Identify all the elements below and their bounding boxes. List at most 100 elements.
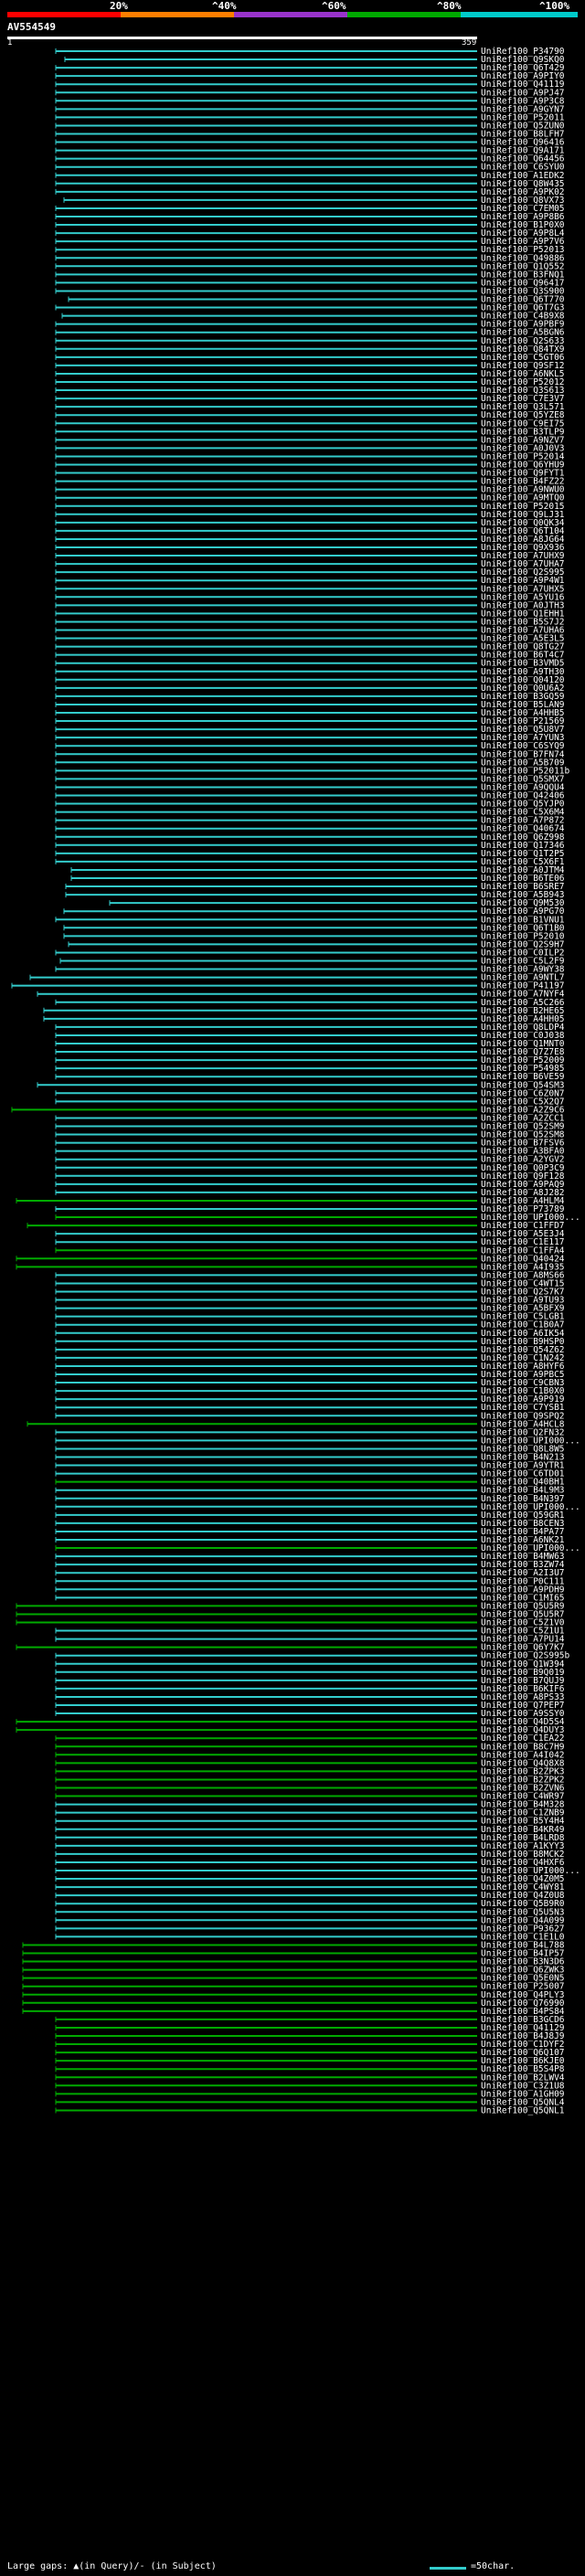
hit-label[interactable]: UniRef100_B7FN74	[481, 749, 565, 759]
hit-row[interactable]: UniRef100_C6TD01	[55, 1469, 565, 1479]
hit-row[interactable]: UniRef100_A7UHX9	[55, 551, 565, 561]
hit-row[interactable]: UniRef100_B8MCK2	[55, 1850, 565, 1860]
hit-row[interactable]: UniRef100_B6VE59	[55, 1072, 565, 1082]
hit-label[interactable]: UniRef100_A0JTH3	[481, 600, 565, 610]
hit-label[interactable]: UniRef100_B6SRE7	[481, 882, 565, 892]
hit-label[interactable]: UniRef100_A7YUN3	[481, 733, 565, 743]
hit-label[interactable]: UniRef100_A9P919	[481, 1394, 565, 1405]
hit-label[interactable]: UniRef100_Q76990	[481, 1998, 565, 2009]
hit-row[interactable]: UniRef100_Q3S900	[55, 286, 565, 296]
hit-row[interactable]: UniRef100_Q41119	[55, 80, 565, 90]
hit-label[interactable]: UniRef100_C1B0X0	[481, 1386, 565, 1396]
hit-row[interactable]: UniRef100_Q9SKQ0	[64, 55, 565, 65]
hit-row[interactable]: UniRef100_C5LGB1	[55, 1312, 565, 1322]
hit-label[interactable]: UniRef100_P73789	[481, 1204, 565, 1214]
hit-row[interactable]: UniRef100_Q2S7K7	[55, 1288, 565, 1298]
hit-row[interactable]: UniRef100_Q40BH1	[55, 1478, 565, 1488]
hit-label[interactable]: UniRef100_Q59GR1	[481, 1511, 565, 1521]
hit-label[interactable]: UniRef100_A9QQU4	[481, 782, 565, 792]
hit-label[interactable]: UniRef100_Q0QK34	[481, 518, 565, 528]
hit-row[interactable]: UniRef100_C4B9X8	[61, 312, 565, 322]
hit-label[interactable]: UniRef100_C7YSB1	[481, 1403, 565, 1413]
hit-row[interactable]: UniRef100_P52014	[55, 451, 565, 461]
hit-row[interactable]: UniRef100_Q8TG27	[55, 642, 565, 652]
hit-label[interactable]: UniRef100_B2LWV4	[481, 2072, 565, 2083]
hit-label[interactable]: UniRef100_Q2S9H7	[481, 939, 565, 949]
hit-row[interactable]: UniRef100_B3GQ59	[55, 692, 565, 702]
hit-row[interactable]: UniRef100_P52015	[55, 502, 565, 512]
hit-label[interactable]: UniRef100_Q40424	[481, 1254, 565, 1264]
hit-row[interactable]: UniRef100_B4KR49	[55, 1825, 565, 1835]
hit-row[interactable]: UniRef100_C5X2Q7	[55, 1097, 565, 1107]
hit-label[interactable]: UniRef100_Q40674	[481, 824, 565, 834]
hit-label[interactable]: UniRef100_B7QUJ9	[481, 1676, 565, 1686]
hit-row[interactable]: UniRef100_Q6ZWK3	[22, 1966, 565, 1976]
hit-row[interactable]: UniRef100_A9YTR1	[55, 1461, 565, 1471]
hit-label[interactable]: UniRef100_Q0P3C9	[481, 1163, 565, 1173]
hit-label[interactable]: UniRef100_B4LRD8	[481, 1833, 565, 1843]
hit-label[interactable]: UniRef100_B4PA77	[481, 1527, 565, 1537]
hit-label[interactable]: UniRef100_B2ZVN6	[481, 1784, 565, 1794]
hit-row[interactable]: UniRef100_Q2S995b	[55, 1651, 570, 1661]
hit-row[interactable]: UniRef100_C1FFA4	[55, 1246, 565, 1256]
hit-row[interactable]: UniRef100_Q0QK34	[55, 518, 565, 528]
hit-row[interactable]: UniRef100_Q5QNL4	[55, 2097, 565, 2107]
hit-row[interactable]: UniRef100_B9Q019	[55, 1668, 565, 1678]
hit-label[interactable]: UniRef100_C1N242	[481, 1353, 565, 1363]
hit-label[interactable]: UniRef100_A9TH30	[481, 667, 565, 677]
hit-label[interactable]: UniRef100_Q2S995b	[481, 1651, 570, 1661]
hit-row[interactable]: UniRef100_Q5SMX7	[55, 774, 565, 784]
hit-label[interactable]: UniRef100_Q52SM8	[481, 1130, 565, 1140]
hit-row[interactable]: UniRef100_B3TLP9	[55, 427, 565, 437]
hit-label[interactable]: UniRef100_B8C7H9	[481, 1742, 565, 1752]
hit-label[interactable]: UniRef100_A4HLM4	[481, 1196, 565, 1206]
hit-label[interactable]: UniRef100_UPI000...	[481, 1213, 580, 1223]
hit-row[interactable]: UniRef100_C1B0X0	[55, 1386, 565, 1396]
hit-label[interactable]: UniRef100_A2I3U7	[481, 1568, 565, 1578]
hit-label[interactable]: UniRef100_Q5YJP0	[481, 800, 565, 810]
hit-row[interactable]: UniRef100_C5GT06	[55, 353, 565, 363]
hit-label[interactable]: UniRef100_A9TU93	[481, 1296, 565, 1306]
hit-label[interactable]: UniRef100_A6NKL5	[481, 369, 565, 379]
hit-label[interactable]: UniRef100_A9P8B6	[481, 212, 565, 222]
hit-row[interactable]: UniRef100_B4N397	[55, 1494, 565, 1504]
hit-label[interactable]: UniRef100_A4HH05	[481, 1014, 565, 1024]
hit-label[interactable]: UniRef100_Q5QNL4	[481, 2097, 565, 2107]
hit-row[interactable]: UniRef100_A9QQU4	[55, 782, 565, 792]
hit-label[interactable]: UniRef100_Q4A099	[481, 1915, 565, 1925]
hit-label[interactable]: UniRef100_Q9SF12	[481, 361, 565, 371]
hit-label[interactable]: UniRef100_Q6T104	[481, 526, 565, 536]
hit-label[interactable]: UniRef100_B3N3D6	[481, 1957, 565, 1967]
hit-label[interactable]: UniRef100_Q5E0N5	[481, 1974, 565, 1984]
hit-label[interactable]: UniRef100_Q3L571	[481, 402, 565, 412]
hit-label[interactable]: UniRef100_B8CEN3	[481, 1519, 565, 1529]
hit-row[interactable]: UniRef100_B6TE06	[70, 874, 565, 884]
hit-label[interactable]: UniRef100_P52011b	[481, 766, 570, 776]
hit-label[interactable]: UniRef100_Q17346	[481, 841, 565, 851]
hit-row[interactable]: UniRef100_A9PG70	[63, 906, 565, 917]
hit-label[interactable]: UniRef100_Q9LJ31	[481, 510, 565, 520]
hit-label[interactable]: UniRef100_A9P7V6	[481, 237, 565, 247]
hit-row[interactable]: UniRef100_A9MTQ0	[55, 493, 565, 504]
hit-label[interactable]: UniRef100_Q4DUY3	[481, 1725, 565, 1735]
hit-row[interactable]: UniRef100_Q0P3C9	[55, 1163, 565, 1173]
hit-row[interactable]: UniRef100_B5LAN9	[55, 700, 565, 710]
hit-row[interactable]: UniRef100_C1FFD7	[27, 1221, 565, 1231]
hit-row[interactable]: UniRef100_A4I042	[55, 1750, 565, 1760]
hit-label[interactable]: UniRef100_C5X6F1	[481, 857, 565, 867]
hit-label[interactable]: UniRef100_Q5U5N3	[481, 1907, 565, 1917]
hit-label[interactable]: UniRef100_P52012	[481, 377, 565, 387]
hit-label[interactable]: UniRef100_A4HCL8	[481, 1419, 565, 1429]
hit-label[interactable]: UniRef100_C5LGB1	[481, 1312, 565, 1322]
hit-label[interactable]: UniRef100_P52013	[481, 245, 565, 255]
hit-row[interactable]: UniRef100_A9NTL7	[29, 973, 565, 983]
hit-label[interactable]: UniRef100_P52010	[481, 931, 565, 941]
hit-label[interactable]: UniRef100_A7UHA6	[481, 626, 565, 636]
hit-label[interactable]: UniRef100_Q6T429	[481, 63, 565, 73]
hit-row[interactable]: UniRef100_UPI000...	[55, 1866, 580, 1876]
hit-row[interactable]: UniRef100_P34790	[55, 47, 565, 57]
hit-label[interactable]: UniRef100_Q4PLY3	[481, 1990, 565, 2000]
hit-row[interactable]: UniRef100_A9PIY0	[55, 71, 565, 81]
hit-row[interactable]: UniRef100_A8MS66	[55, 1270, 565, 1280]
hit-label[interactable]: UniRef100_B6T4C7	[481, 651, 565, 661]
